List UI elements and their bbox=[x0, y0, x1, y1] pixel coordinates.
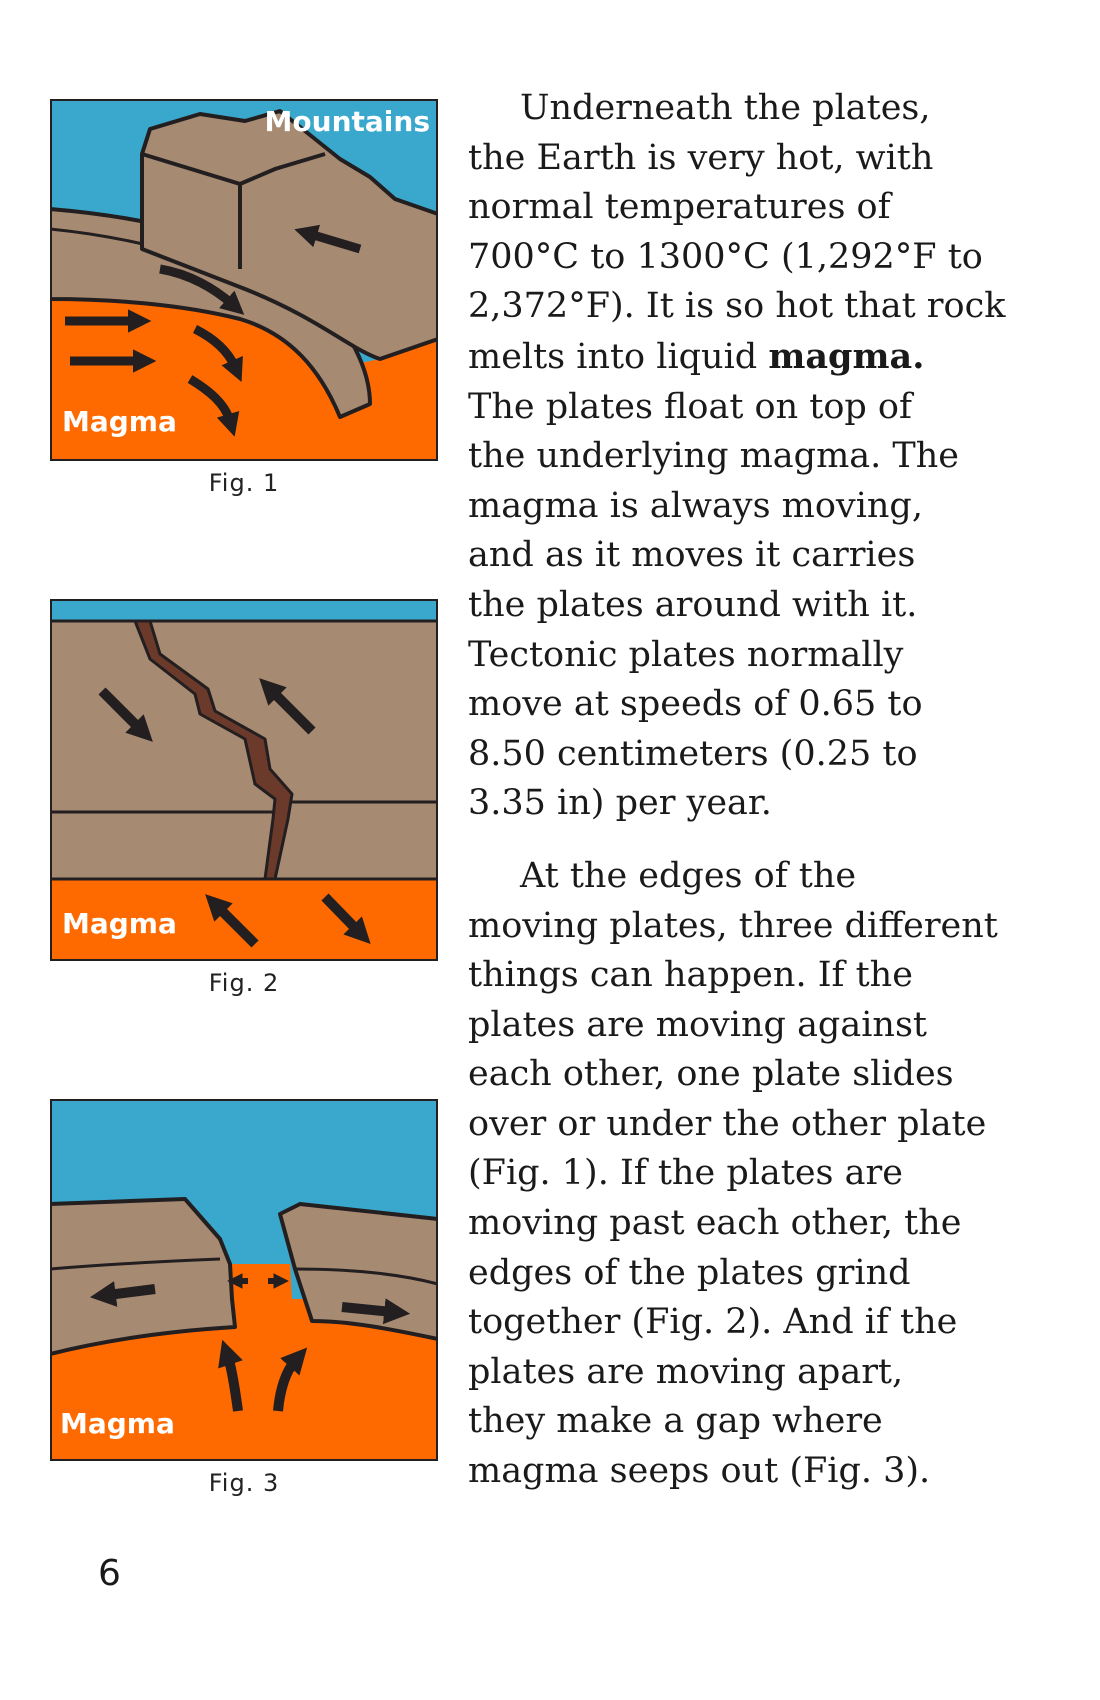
figure-border bbox=[50, 1099, 438, 1461]
magma-layer bbox=[50, 1299, 438, 1461]
text-line: they make a gap where bbox=[468, 1401, 883, 1442]
paragraph-2: At the edges of the moving plates, three… bbox=[468, 852, 1088, 1497]
text-line: 2,372°F). It is so hot that rock bbox=[468, 286, 1006, 327]
mountains-label: Mountains bbox=[265, 105, 430, 138]
magma-layer bbox=[50, 299, 438, 461]
text-line: 3.35 in) per year. bbox=[468, 783, 772, 824]
figure-caption: Fig. 1 bbox=[208, 469, 280, 497]
text-line: normal temperatures of bbox=[468, 187, 891, 228]
mountain-plate bbox=[140, 109, 438, 361]
text-line: things can happen. If the bbox=[468, 955, 913, 996]
plate-layer-line bbox=[50, 1257, 221, 1271]
text-line: move at speeds of 0.65 to bbox=[468, 684, 923, 725]
figure-2: Magma Fig. 2 bbox=[50, 599, 438, 997]
figure-border bbox=[50, 99, 438, 461]
figure-caption: Fig. 2 bbox=[208, 969, 280, 997]
arrow-icon bbox=[205, 894, 259, 948]
fault-line bbox=[133, 619, 294, 881]
plate-layer-line bbox=[294, 1267, 438, 1286]
magma-layer bbox=[50, 879, 438, 961]
text-line: and as it moves it carries bbox=[468, 535, 916, 576]
text-line: (Fig. 1). If the plates are bbox=[468, 1153, 903, 1194]
magma-label: Magma bbox=[60, 1407, 175, 1440]
left-plate bbox=[50, 1197, 237, 1356]
text-line: magma seeps out (Fig. 3). bbox=[468, 1451, 931, 1492]
text-line: the underlying magma. The bbox=[468, 436, 959, 477]
arrow-icon bbox=[294, 224, 362, 254]
figure-border bbox=[50, 599, 438, 961]
figure-caption: Fig. 3 bbox=[208, 1469, 280, 1497]
bold-term: magma. bbox=[768, 335, 925, 377]
text-line: At the edges of the bbox=[520, 855, 857, 896]
arrow-icon bbox=[187, 375, 240, 437]
text-line: 8.50 centimeters (0.25 to bbox=[468, 733, 918, 774]
magma-gap bbox=[225, 1264, 292, 1299]
arrow-icon bbox=[259, 678, 316, 735]
figure-1: Mountains Magma Fig. 1 bbox=[50, 99, 438, 497]
subduction-diagram: Mountains Magma bbox=[50, 99, 438, 461]
arrow-icon bbox=[273, 1347, 308, 1412]
divergent-boundary-diagram: Magma bbox=[50, 1099, 438, 1461]
paragraph-1: Underneath the plates, the Earth is very… bbox=[468, 84, 1088, 829]
mountain-crest-line bbox=[239, 152, 326, 186]
arrow-icon bbox=[98, 687, 153, 742]
arrow-icon bbox=[159, 264, 245, 315]
text-line: each other, one plate slides bbox=[468, 1054, 954, 1095]
arrow-icon bbox=[218, 1339, 243, 1412]
rock-plates bbox=[50, 621, 438, 879]
text-line: magma is always moving, bbox=[468, 485, 923, 526]
text-line: melts into liquid magma. bbox=[468, 332, 1088, 383]
text-line: the plates around with it. bbox=[468, 584, 918, 625]
text-line: moving past each other, the bbox=[468, 1203, 962, 1244]
magma-label: Magma bbox=[62, 907, 177, 940]
text-line: plates are moving against bbox=[468, 1004, 927, 1045]
arrow-icon bbox=[192, 324, 243, 383]
text-line: edges of the plates grind bbox=[468, 1252, 911, 1293]
text-line: Tectonic plates normally bbox=[468, 634, 904, 675]
figure-3: Magma Fig. 3 bbox=[50, 1099, 438, 1497]
arrow-icon bbox=[341, 1298, 411, 1325]
arrow-icon bbox=[321, 893, 371, 945]
text-line: moving plates, three different bbox=[468, 905, 998, 946]
text-segment: melts into liquid bbox=[468, 336, 769, 377]
body-text: Underneath the plates, the Earth is very… bbox=[468, 84, 1088, 1497]
arrow-icon bbox=[89, 1281, 156, 1307]
magma-label: Magma bbox=[62, 405, 177, 438]
text-line: Underneath the plates, bbox=[520, 88, 931, 128]
text-line: 700°C to 1300°C (1,292°F to bbox=[468, 236, 983, 277]
text-line: plates are moving apart, bbox=[468, 1351, 904, 1392]
text-line: the Earth is very hot, with bbox=[468, 137, 934, 178]
page-number: 6 bbox=[98, 1553, 121, 1594]
transform-fault-diagram: Magma bbox=[50, 599, 438, 961]
text-line: over or under the other plate bbox=[468, 1103, 987, 1144]
text-line: The plates float on top of bbox=[468, 386, 912, 427]
text-line: together (Fig. 2). And if the bbox=[468, 1302, 958, 1343]
